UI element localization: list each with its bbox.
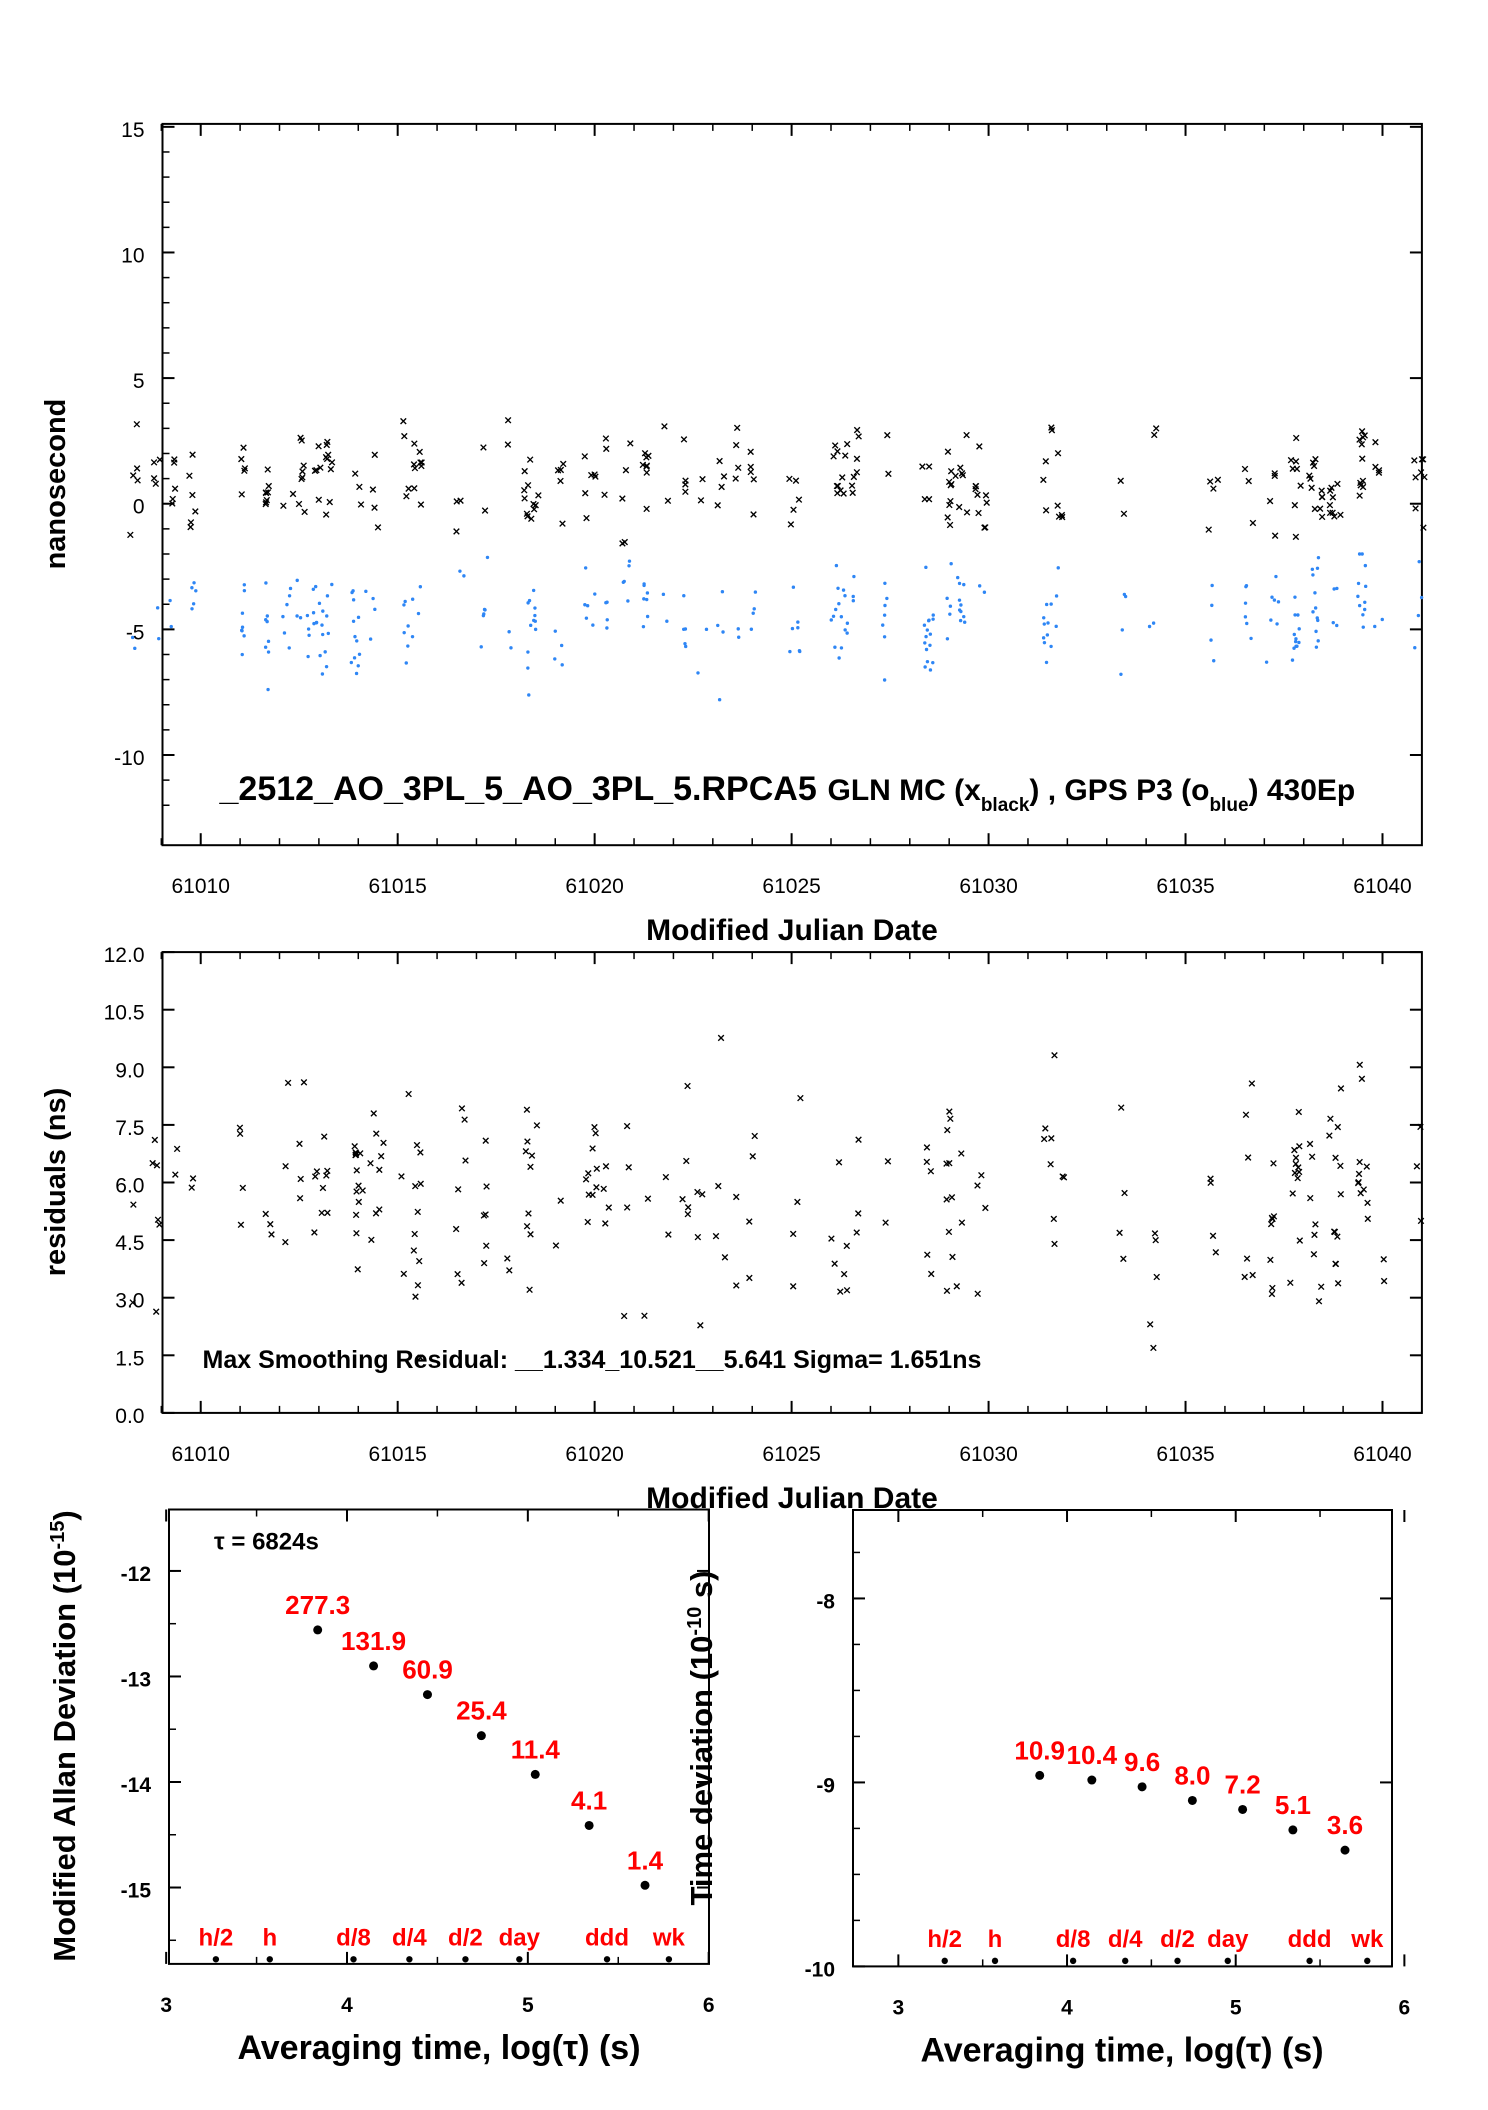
svg-text:-13: -13 xyxy=(121,1668,151,1691)
svg-text:Averaging time, log(τ) (s): Averaging time, log(τ) (s) xyxy=(920,2031,1323,2069)
svg-text:3: 3 xyxy=(160,1994,172,2017)
svg-text:-9: -9 xyxy=(816,1774,835,1797)
svg-text:61030: 61030 xyxy=(959,875,1017,898)
svg-text:d/4: d/4 xyxy=(392,1924,427,1951)
svg-text:4: 4 xyxy=(341,1994,353,2017)
svg-text:5.1: 5.1 xyxy=(1275,1790,1311,1820)
svg-text:Averaging time, log(τ) (s): Averaging time, log(τ) (s) xyxy=(237,2029,640,2067)
svg-text:1.5: 1.5 xyxy=(115,1347,144,1370)
svg-text:61030: 61030 xyxy=(959,1443,1017,1466)
svg-text:5: 5 xyxy=(522,1994,534,2017)
svg-text:-12: -12 xyxy=(121,1563,151,1586)
svg-text:0: 0 xyxy=(133,496,145,519)
svg-text:residuals (ns): residuals (ns) xyxy=(40,1088,72,1277)
svg-text:9.6: 9.6 xyxy=(1124,1747,1160,1777)
svg-text:d/8: d/8 xyxy=(1056,1926,1091,1953)
svg-text:-14: -14 xyxy=(121,1774,152,1797)
svg-text:3.0: 3.0 xyxy=(115,1290,144,1313)
svg-text:day: day xyxy=(1207,1926,1249,1953)
svg-text:Modified Julian Date: Modified Julian Date xyxy=(646,914,938,947)
svg-text:wk: wk xyxy=(1350,1926,1384,1953)
svg-text:61020: 61020 xyxy=(565,1443,623,1466)
svg-text:4.5: 4.5 xyxy=(115,1232,144,1255)
svg-text:wk: wk xyxy=(652,1924,686,1951)
svg-text:nanosecond: nanosecond xyxy=(40,399,72,570)
svg-text:h/2: h/2 xyxy=(927,1926,962,1953)
svg-text:1.4: 1.4 xyxy=(627,1845,664,1875)
svg-text:-15: -15 xyxy=(121,1880,152,1903)
svg-text:5: 5 xyxy=(133,370,145,393)
svg-text:d/2: d/2 xyxy=(448,1924,483,1951)
svg-text:_2512_AO_3PL_5_AO_3PL_5.RPCA5: _2512_AO_3PL_5_AO_3PL_5.RPCA5 xyxy=(219,770,817,808)
svg-text:6: 6 xyxy=(1399,1996,1411,2019)
svg-text:60.9: 60.9 xyxy=(402,1655,453,1685)
svg-text:3: 3 xyxy=(893,1996,905,2019)
svg-text:5: 5 xyxy=(1230,1996,1242,2019)
svg-text:61020: 61020 xyxy=(565,875,623,898)
svg-text:15: 15 xyxy=(121,119,144,142)
svg-text:61040: 61040 xyxy=(1353,1443,1411,1466)
svg-text:8.0: 8.0 xyxy=(1174,1760,1210,1790)
svg-text:Max Smoothing Residual: __1.3: Max Smoothing Residual: __1.334_10.521__… xyxy=(203,1346,982,1374)
svg-text:131.9: 131.9 xyxy=(341,1626,406,1656)
svg-text:-10: -10 xyxy=(114,747,144,770)
svg-text:6: 6 xyxy=(703,1994,715,2017)
svg-text:-5: -5 xyxy=(126,621,145,644)
svg-text:4.1: 4.1 xyxy=(571,1786,607,1816)
svg-text:4: 4 xyxy=(1061,1996,1073,2019)
svg-text:-10: -10 xyxy=(805,1958,835,1981)
svg-text:11.4: 11.4 xyxy=(511,1734,561,1764)
svg-text:61035: 61035 xyxy=(1156,875,1214,898)
svg-text:10.5: 10.5 xyxy=(104,1002,145,1025)
svg-text:h: h xyxy=(262,1924,277,1951)
svg-text:ddd: ddd xyxy=(585,1924,629,1951)
svg-text:25.4: 25.4 xyxy=(456,1696,507,1726)
svg-text:Modified Allan Deviation (10-1: Modified Allan Deviation (10-15) xyxy=(47,1510,82,1961)
svg-text:277.3: 277.3 xyxy=(285,1590,350,1620)
svg-text:day: day xyxy=(499,1924,541,1951)
svg-text:7.2: 7.2 xyxy=(1225,1770,1261,1800)
svg-text:0.0: 0.0 xyxy=(115,1405,144,1428)
svg-text:d/8: d/8 xyxy=(336,1924,371,1951)
svg-text:61015: 61015 xyxy=(368,1443,426,1466)
svg-text:10: 10 xyxy=(121,244,144,267)
svg-text:61010: 61010 xyxy=(172,875,230,898)
svg-text:61025: 61025 xyxy=(762,1443,820,1466)
svg-text:3.6: 3.6 xyxy=(1327,1810,1363,1840)
svg-text:d/2: d/2 xyxy=(1160,1926,1195,1953)
svg-text:61010: 61010 xyxy=(172,1443,230,1466)
svg-text:61025: 61025 xyxy=(762,875,820,898)
svg-text:-8: -8 xyxy=(816,1590,835,1613)
svg-text:h: h xyxy=(988,1926,1003,1953)
svg-text:ddd: ddd xyxy=(1288,1926,1332,1953)
svg-text:61015: 61015 xyxy=(368,875,426,898)
svg-text:61035: 61035 xyxy=(1156,1443,1214,1466)
svg-text:h/2: h/2 xyxy=(199,1924,234,1951)
svg-text:6.0: 6.0 xyxy=(115,1175,144,1198)
svg-text:d/4: d/4 xyxy=(1108,1926,1143,1953)
svg-text:10.9: 10.9 xyxy=(1014,1735,1065,1765)
svg-text:12.0: 12.0 xyxy=(104,944,145,967)
svg-text:61040: 61040 xyxy=(1353,875,1411,898)
svg-text:7.5: 7.5 xyxy=(115,1117,144,1140)
svg-text:9.0: 9.0 xyxy=(115,1059,144,1082)
svg-text:τ = 6824s: τ = 6824s xyxy=(214,1529,319,1556)
svg-text:10.4: 10.4 xyxy=(1066,1740,1117,1770)
